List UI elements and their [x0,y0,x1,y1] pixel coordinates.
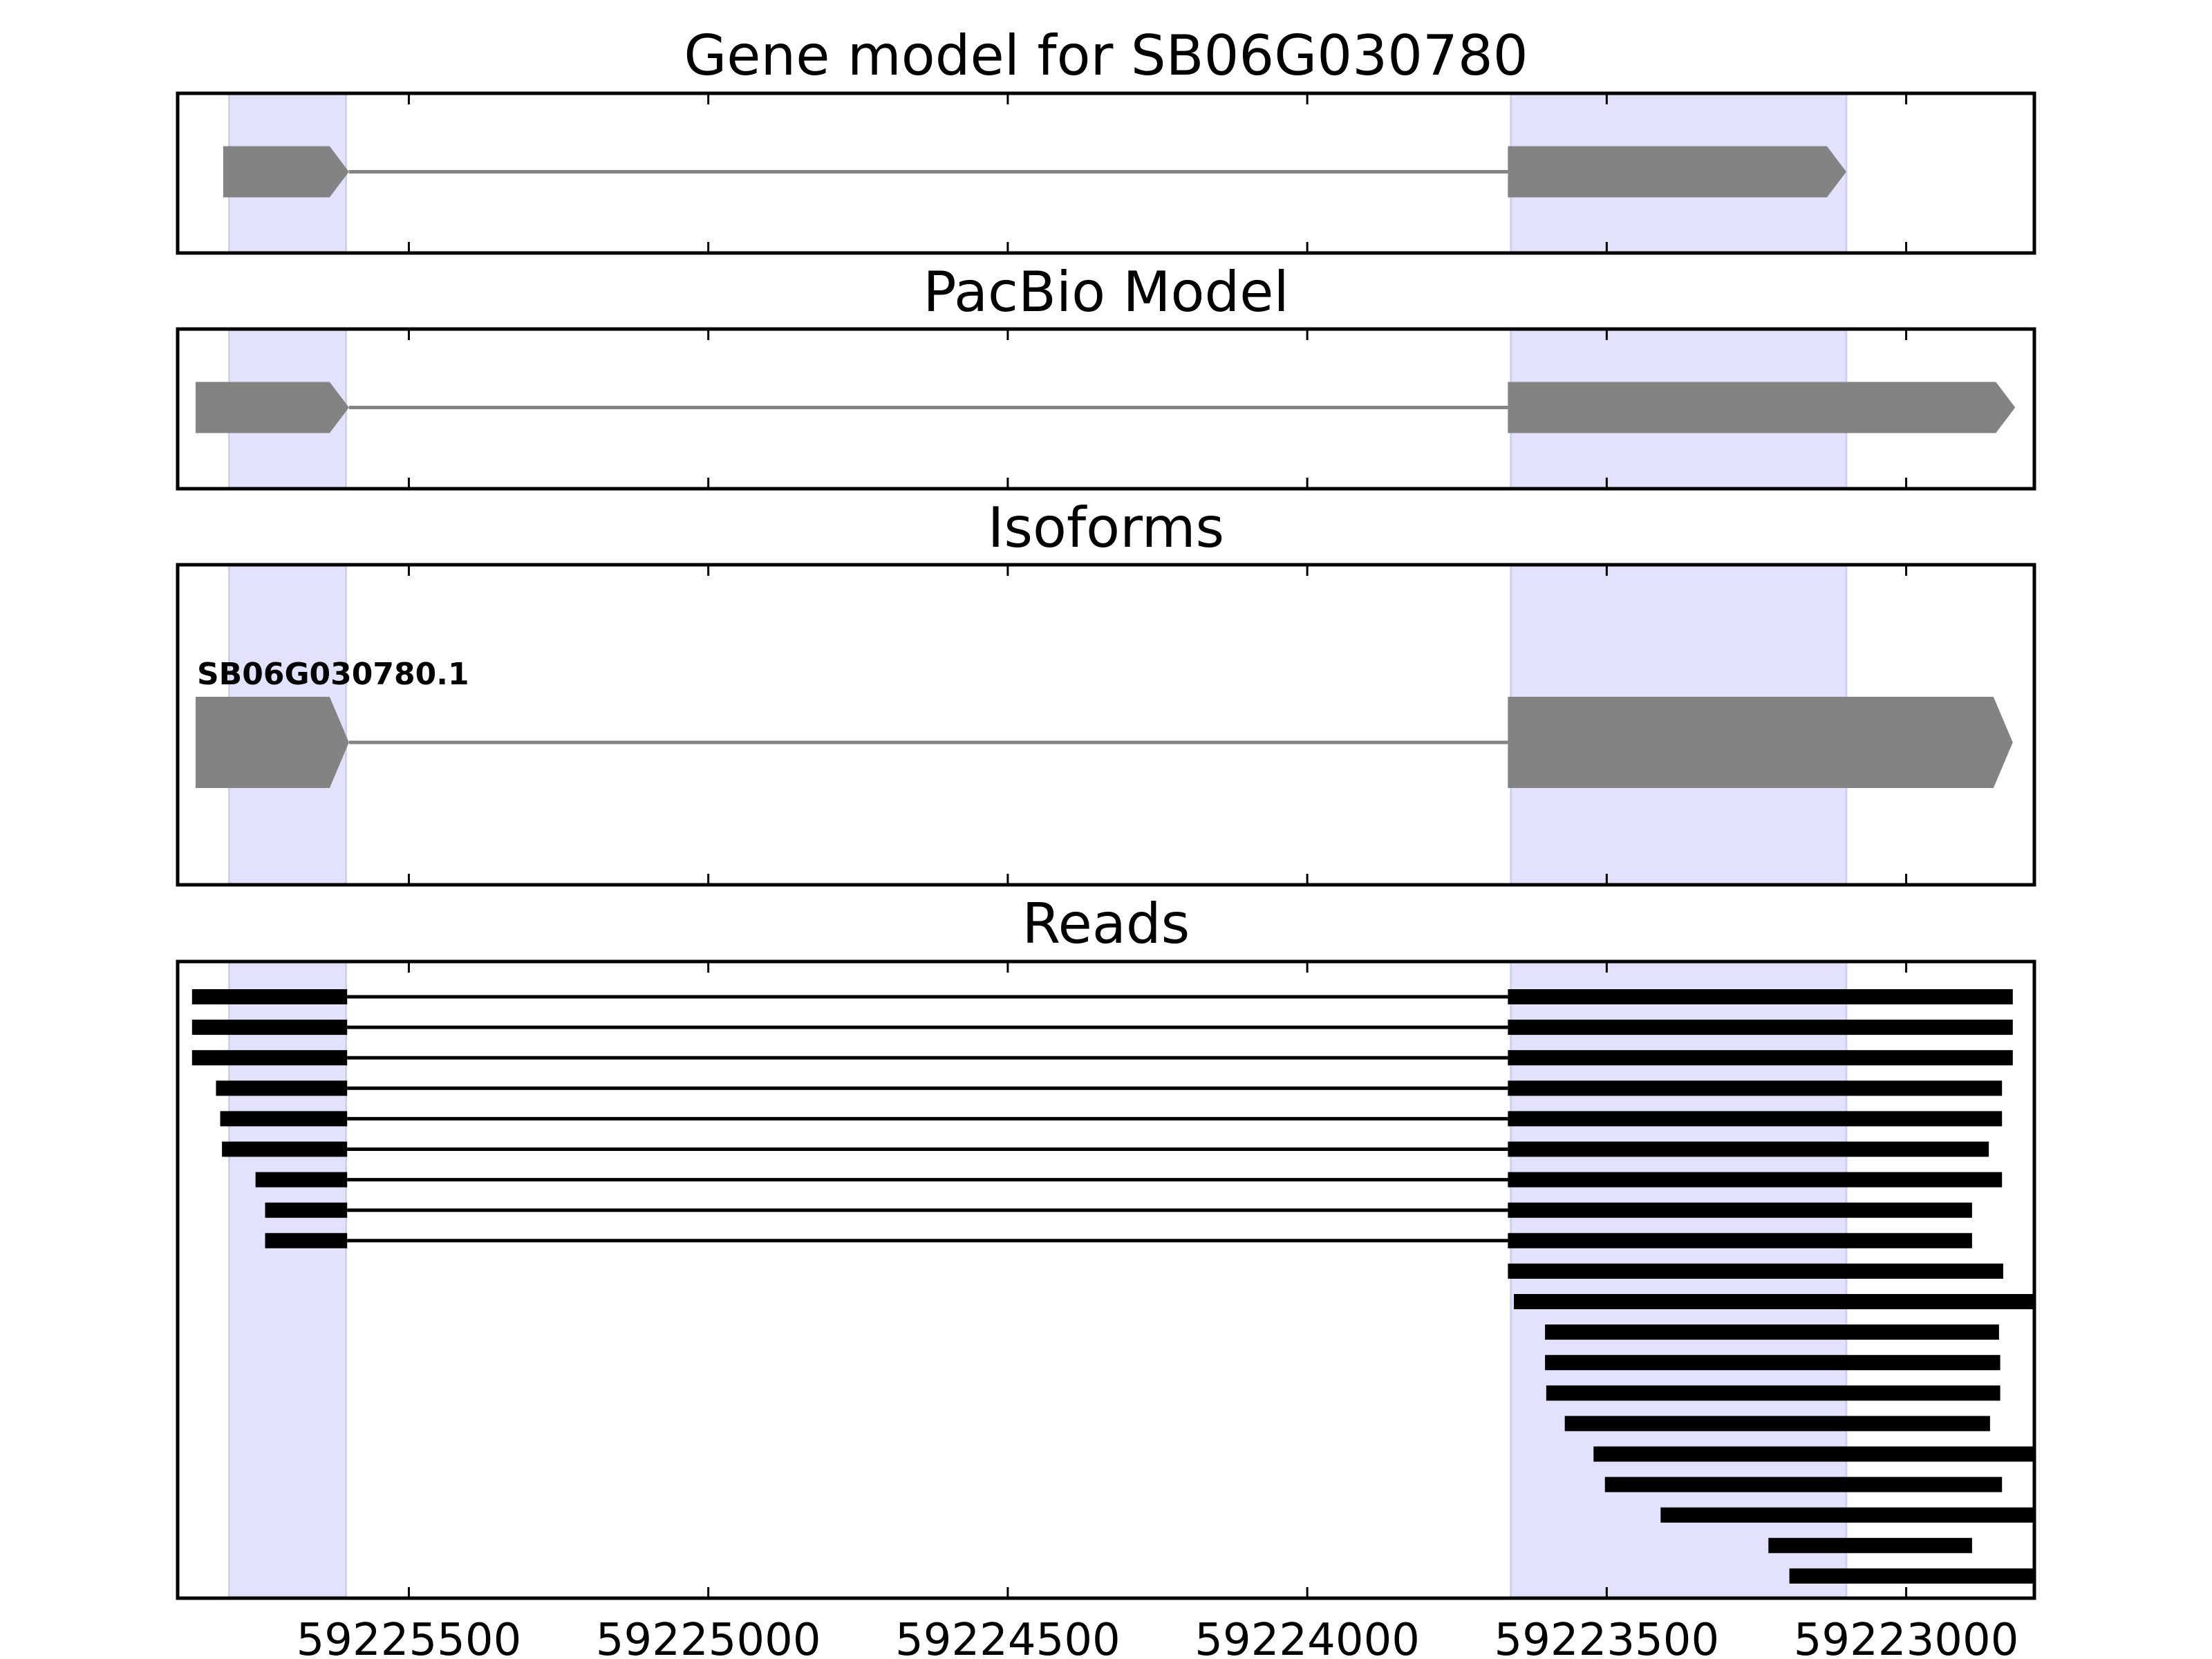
read-block [1508,1080,2003,1096]
read-block [220,1111,348,1127]
read-4 [216,1080,2003,1096]
read-block [1789,1568,2034,1584]
read-block [1508,1111,2003,1127]
panel-title: PacBio Model [923,260,1288,324]
read-15 [1564,1416,1990,1432]
read-block [1508,989,2013,1004]
read-block [191,989,348,1004]
panel-frame [176,959,2036,1600]
exon-block [1508,697,2013,788]
x-tick-label: 59223000 [1794,1615,2019,1659]
read-block [191,1050,348,1066]
panel-title: Isoforms [988,496,1224,560]
read-block [1508,1141,1989,1157]
panel-title: Reads [1022,892,1190,956]
track-1 [195,382,2016,433]
read-block [265,1232,348,1248]
read-3 [191,1050,2013,1066]
read-block [1508,1050,2013,1066]
read-block [1514,1294,2034,1309]
read-block [216,1080,348,1096]
read-block [1545,1324,1999,1340]
read-12 [1545,1324,1999,1340]
read-block [191,1020,348,1035]
read-block [1508,1202,1972,1218]
exon-block [1508,382,2016,433]
read-block [1660,1507,2034,1523]
pacbio-model-panel: PacBio Model [176,260,2036,491]
read-block [1546,1385,2000,1401]
read-19 [1768,1537,1972,1553]
x-tick-label: 59225500 [297,1615,522,1659]
track-1 [223,146,1846,198]
x-tick-label: 59225000 [596,1615,821,1659]
reads-panel: Reads [176,892,2036,1600]
x-tick-label: 59224000 [1194,1615,1420,1659]
read-16 [1593,1446,2034,1462]
read-block [1508,1263,2003,1279]
panels-layer: Gene model for SB06G030780 PacBio Model Is… [176,24,2036,1600]
read-20 [1789,1568,2034,1584]
read-7 [255,1172,2003,1188]
exon-block [195,382,349,433]
panel-title: Gene model for SB06G030780 [684,24,1528,88]
panel-frame [176,563,2036,887]
x-axis-tick-labels: 59225500 59225000 59224500 59224000 59223500… [297,1615,2019,1659]
panel-frame [176,327,2036,491]
isoform-label: SB06G030780.1 [197,657,469,692]
read-13 [1545,1355,2000,1371]
read-14 [1546,1385,2000,1401]
read-8 [265,1202,1972,1218]
read-block [1508,1172,2003,1188]
read-1 [191,989,2013,1004]
read-5 [220,1111,2003,1127]
read-6 [222,1141,1989,1157]
read-block [1564,1416,1990,1432]
read-10 [1508,1263,2003,1279]
highlight-region-1 [228,960,347,1600]
read-9 [265,1232,1972,1248]
isoforms-panel: Isoforms SB06G030780.1 [176,496,2036,887]
read-block [1604,1477,2003,1492]
exon-block [195,697,349,788]
read-block [1768,1537,1972,1553]
read-block [1508,1020,2013,1035]
read-block [1593,1446,2034,1462]
exon-block [223,146,349,198]
x-tick-label: 59223500 [1494,1615,1719,1659]
x-tick-label: 59224500 [895,1615,1121,1659]
read-11 [1514,1294,2034,1309]
read-2 [191,1020,2013,1035]
read-18 [1660,1507,2034,1523]
read-block [265,1202,348,1218]
track-1: SB06G030780.1 [195,657,2013,788]
read-block [1508,1232,1972,1248]
read-block [1545,1355,2000,1371]
read-block [222,1141,348,1157]
gene-model-panel: Gene model for SB06G030780 [176,24,2036,255]
read-block [255,1172,348,1188]
panel-frame [176,91,2036,255]
read-17 [1604,1477,2003,1492]
exon-block [1508,146,1846,198]
